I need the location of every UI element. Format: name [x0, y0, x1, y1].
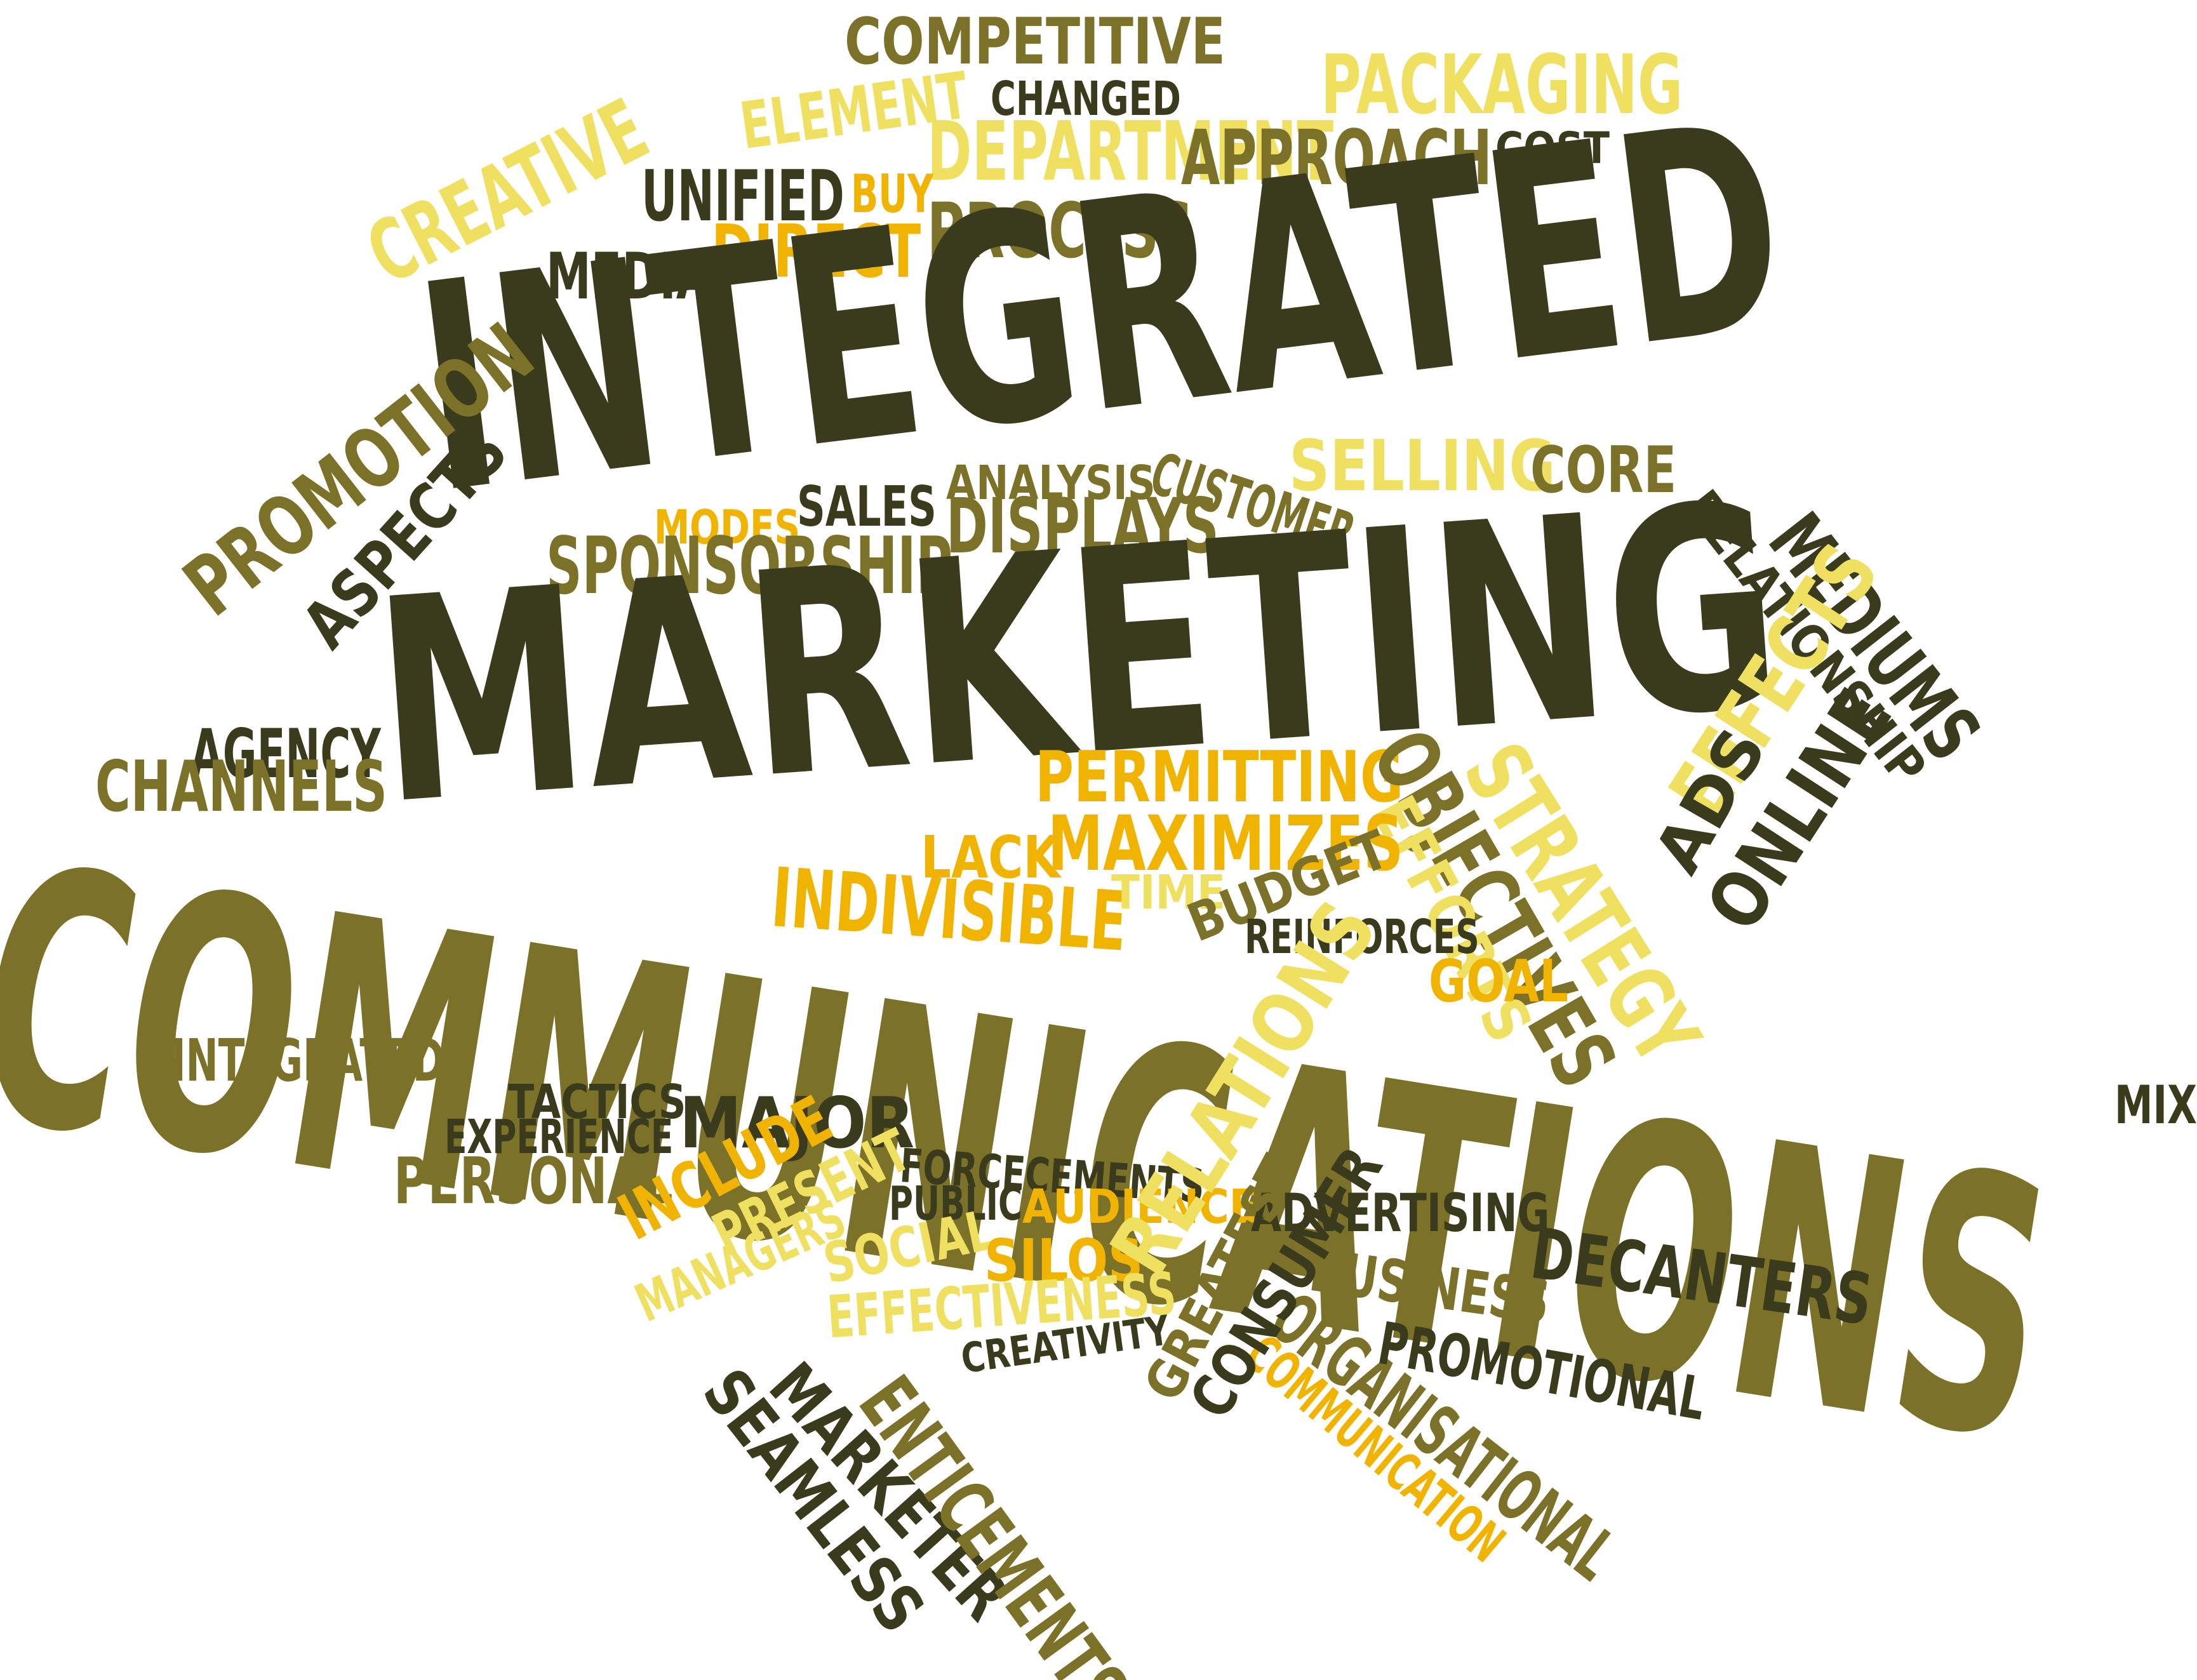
word-unified: UNIFIED [641, 156, 845, 237]
word-changed: CHANGED [991, 72, 1181, 126]
word-goal: GOAL [1429, 947, 1569, 1015]
word-core: CORE [1530, 432, 1677, 507]
word-advertising: ADVERTISING [1251, 1182, 1550, 1244]
word-displays: DISPLAYS [946, 483, 1219, 571]
word-analysis: ANALYSIS [946, 457, 1156, 510]
word-agency: AGENCY [190, 715, 381, 793]
word-sponsorship: SPONSORSHIP [546, 521, 953, 612]
word-permitting: PERMITTING [1035, 737, 1404, 818]
word-personal: PERSONAL [394, 1143, 673, 1218]
word-audience: AUDIENCE [1022, 1180, 1258, 1234]
word-mix: MIX [2114, 1074, 2197, 1136]
word-department: DEPARTMENT [927, 104, 1334, 199]
word-cost: COST [1495, 123, 1610, 174]
word-experience: EXPERIENCE [444, 1110, 674, 1164]
word-tactics: TACTICS [508, 1076, 686, 1130]
word-time: TIME [1111, 866, 1226, 920]
word-direct: DIRECT [711, 210, 921, 295]
word-silos: SILOS [984, 1227, 1144, 1295]
word-integrated-small: INTEGRATED [171, 1027, 445, 1095]
word-sales: SALES [797, 474, 937, 539]
word-public: PUBLIC [889, 1177, 1023, 1231]
word-major: MAJOR [679, 1083, 915, 1164]
word-lack: LACK [921, 823, 1060, 891]
word-maximizes: MAXIMIZES [1048, 800, 1404, 888]
word-selling: SELLING [1289, 426, 1556, 507]
word-buy: BUY [851, 163, 934, 225]
word-reinforces: REINFORCES [1245, 910, 1479, 964]
word-packaging: PACKAGING [1321, 37, 1683, 133]
word-competitive: COMPETITIVE [845, 4, 1226, 79]
word-process: PROCESS [927, 187, 1194, 276]
word-media: MEDIA [546, 239, 711, 314]
word-channels: CHANNELS [95, 747, 387, 828]
word-modes: MODES [654, 501, 801, 555]
word-approach: APPROACH [1181, 114, 1492, 203]
